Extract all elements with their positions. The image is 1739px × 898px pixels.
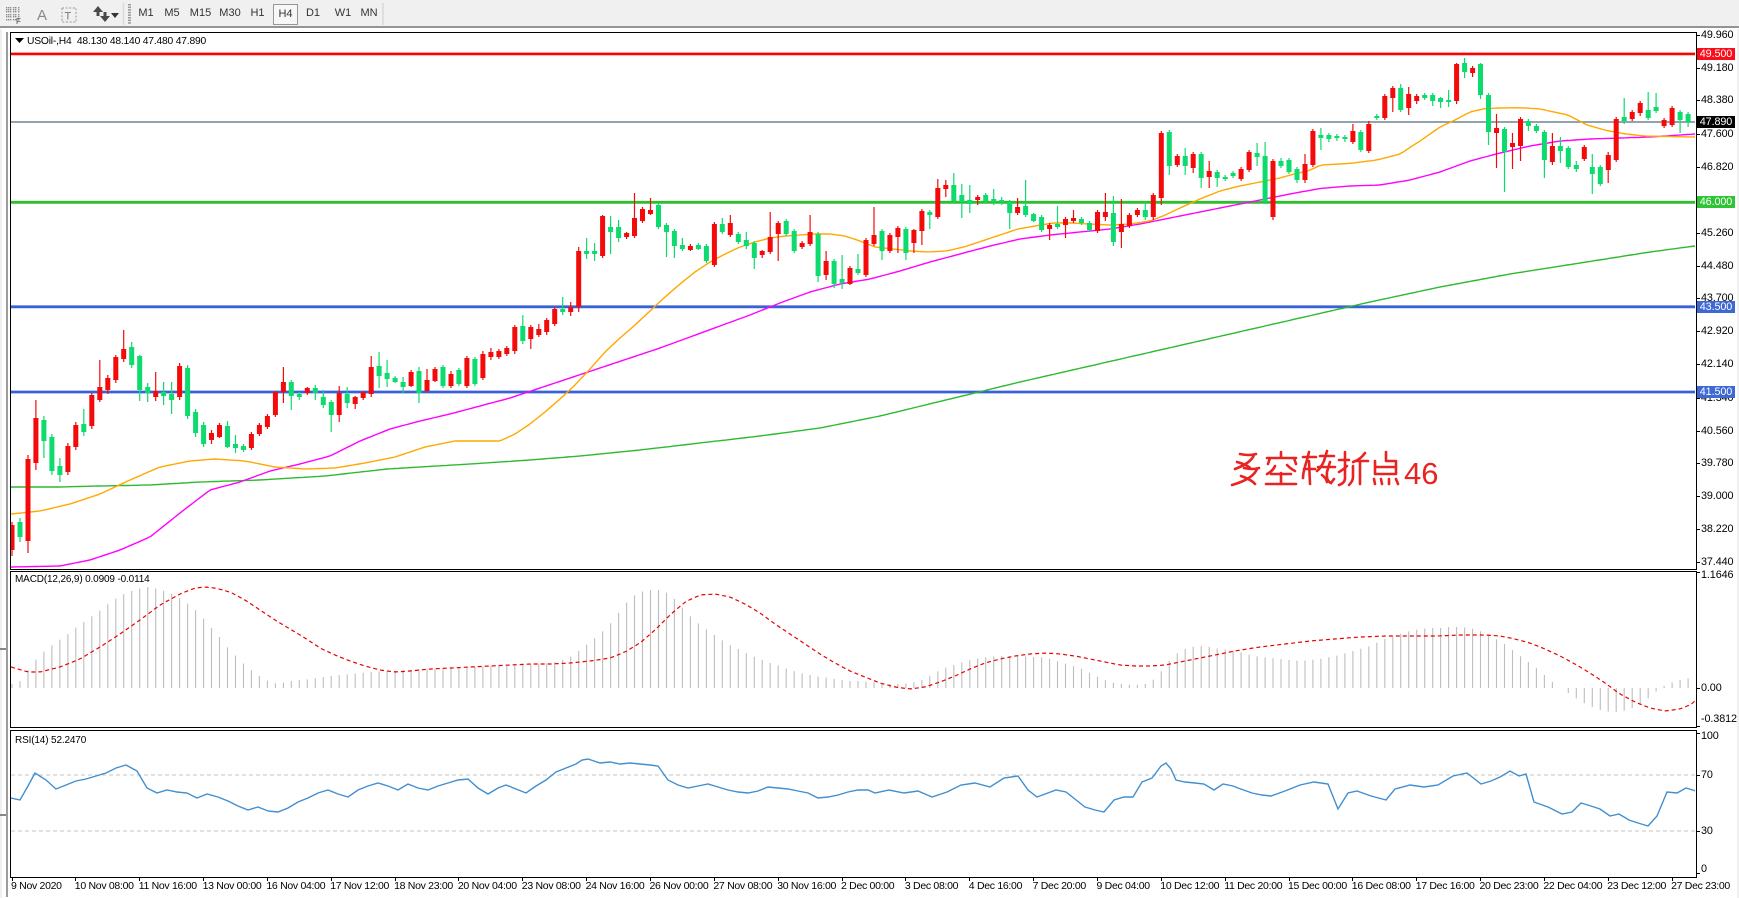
svg-text:T: T bbox=[65, 11, 72, 23]
svg-text:46: 46 bbox=[1404, 456, 1438, 491]
svg-text:A: A bbox=[37, 7, 47, 24]
svg-text:F: F bbox=[16, 17, 21, 26]
